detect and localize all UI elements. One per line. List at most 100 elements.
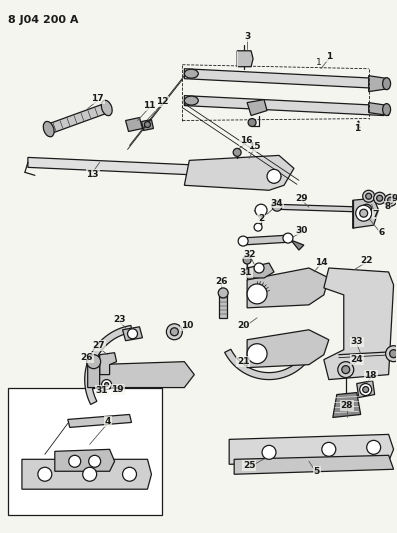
Circle shape xyxy=(233,148,241,156)
Circle shape xyxy=(123,467,137,481)
Circle shape xyxy=(360,209,368,217)
Circle shape xyxy=(342,366,350,374)
Text: 7: 7 xyxy=(372,209,379,219)
Polygon shape xyxy=(247,100,267,116)
Text: 19: 19 xyxy=(111,385,124,394)
Polygon shape xyxy=(85,326,132,405)
Polygon shape xyxy=(333,392,361,417)
Text: 12: 12 xyxy=(156,97,169,106)
Text: 29: 29 xyxy=(296,194,308,203)
Polygon shape xyxy=(357,381,375,398)
Circle shape xyxy=(38,467,52,481)
Circle shape xyxy=(247,344,267,364)
Text: 9: 9 xyxy=(391,194,397,203)
Circle shape xyxy=(389,350,397,358)
Circle shape xyxy=(363,386,369,392)
Text: 8: 8 xyxy=(384,201,391,211)
Circle shape xyxy=(356,205,372,221)
Text: 2: 2 xyxy=(258,214,264,223)
Polygon shape xyxy=(123,327,143,341)
Text: 31: 31 xyxy=(95,386,108,395)
Polygon shape xyxy=(88,362,100,387)
Circle shape xyxy=(83,467,96,481)
Text: 26: 26 xyxy=(215,278,227,286)
Text: 17: 17 xyxy=(91,94,104,103)
Polygon shape xyxy=(28,157,269,179)
Polygon shape xyxy=(225,343,316,379)
Text: 26: 26 xyxy=(81,353,93,362)
Polygon shape xyxy=(68,415,131,427)
Polygon shape xyxy=(55,449,115,471)
Text: 1: 1 xyxy=(356,121,362,130)
Circle shape xyxy=(363,190,375,202)
Polygon shape xyxy=(184,156,294,190)
Polygon shape xyxy=(234,455,393,474)
Circle shape xyxy=(262,446,276,459)
Ellipse shape xyxy=(43,122,54,137)
Polygon shape xyxy=(247,268,329,308)
Circle shape xyxy=(267,169,281,183)
Circle shape xyxy=(254,223,262,231)
Polygon shape xyxy=(369,76,389,92)
Text: 1: 1 xyxy=(354,124,360,133)
Ellipse shape xyxy=(184,69,198,78)
Circle shape xyxy=(248,118,256,126)
Circle shape xyxy=(127,329,137,339)
Text: 24: 24 xyxy=(351,355,363,364)
Text: 4: 4 xyxy=(104,417,111,426)
Circle shape xyxy=(87,354,100,369)
Ellipse shape xyxy=(383,78,391,90)
Circle shape xyxy=(362,204,372,214)
Polygon shape xyxy=(369,102,389,116)
Circle shape xyxy=(218,288,228,298)
Polygon shape xyxy=(353,198,379,228)
Text: 6: 6 xyxy=(378,228,385,237)
Polygon shape xyxy=(247,263,274,278)
Circle shape xyxy=(385,194,397,206)
Circle shape xyxy=(366,193,372,199)
Circle shape xyxy=(102,379,112,390)
Ellipse shape xyxy=(383,103,391,116)
Circle shape xyxy=(254,263,264,273)
Text: 1: 1 xyxy=(316,58,322,67)
Circle shape xyxy=(322,442,336,456)
Text: 16: 16 xyxy=(240,136,252,145)
Text: 34: 34 xyxy=(271,199,283,208)
Text: 25: 25 xyxy=(243,461,255,470)
Text: 5: 5 xyxy=(314,467,320,476)
Circle shape xyxy=(272,201,282,211)
Polygon shape xyxy=(94,362,194,387)
Text: 28: 28 xyxy=(341,401,353,410)
Text: 32: 32 xyxy=(244,249,256,259)
Polygon shape xyxy=(100,353,117,375)
Circle shape xyxy=(283,233,293,243)
Polygon shape xyxy=(291,240,304,250)
Circle shape xyxy=(145,122,150,127)
Text: 31: 31 xyxy=(240,269,252,278)
Text: 20: 20 xyxy=(237,321,249,330)
Circle shape xyxy=(166,324,182,340)
Text: 1: 1 xyxy=(326,52,332,61)
Text: 18: 18 xyxy=(364,371,377,380)
Text: 13: 13 xyxy=(87,170,99,179)
Circle shape xyxy=(69,455,81,467)
Text: 33: 33 xyxy=(351,337,363,346)
Circle shape xyxy=(105,383,109,386)
Circle shape xyxy=(255,204,267,216)
Text: 22: 22 xyxy=(360,255,373,264)
Polygon shape xyxy=(324,268,393,379)
Circle shape xyxy=(243,256,251,264)
Polygon shape xyxy=(47,103,108,134)
Polygon shape xyxy=(184,69,384,88)
Text: 23: 23 xyxy=(113,316,126,324)
Polygon shape xyxy=(22,459,151,489)
Polygon shape xyxy=(219,295,227,318)
Circle shape xyxy=(238,236,248,246)
Text: 30: 30 xyxy=(296,225,308,235)
Bar xyxy=(8,387,162,515)
Circle shape xyxy=(387,197,393,203)
Circle shape xyxy=(377,195,383,201)
Polygon shape xyxy=(184,95,384,116)
Circle shape xyxy=(374,192,385,204)
Polygon shape xyxy=(229,434,393,464)
